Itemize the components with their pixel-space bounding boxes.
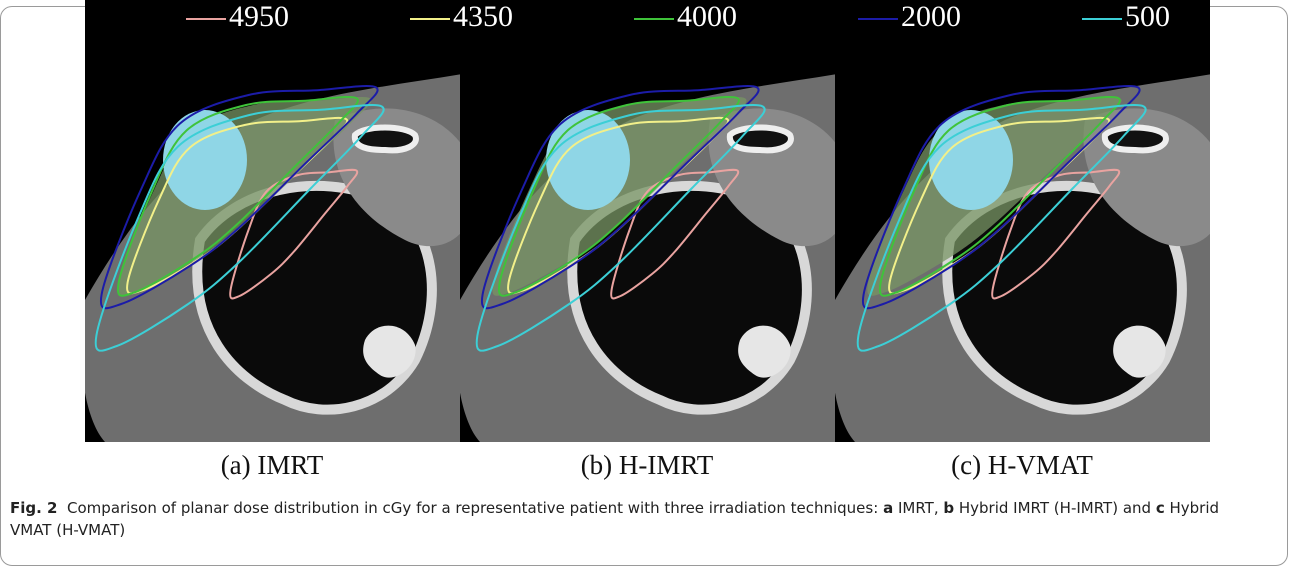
panel-caption: (c) H-VMAT: [951, 450, 1093, 480]
caption-segment: c: [1156, 499, 1165, 517]
caption-segment: a: [883, 499, 893, 517]
figure-caption: Fig. 2 Comparison of planar dose distrib…: [10, 497, 1260, 541]
caption-segment: Comparison of planar dose distribution i…: [67, 499, 883, 517]
caption-segment: Hybrid IMRT (H-IMRT) and: [954, 499, 1156, 517]
panel-caption: (a) IMRT: [221, 450, 324, 480]
caption-segment: IMRT,: [893, 499, 943, 517]
panel-caption: (b) H-IMRT: [581, 450, 714, 480]
hot-region: [163, 110, 247, 210]
legend-label: 500: [1125, 0, 1170, 33]
page: (a) IMRT (b) H-IMRT (c) H-VMAT 4950 4350 4000…: [0, 0, 1292, 548]
caption-label: Fig. 2: [10, 499, 57, 517]
legend-label: 4000: [677, 0, 737, 33]
legend-label: 4950: [229, 0, 289, 33]
caption-segment: b: [943, 499, 954, 517]
clavicle: [355, 128, 416, 151]
figure: (a) IMRT (b) H-IMRT (c) H-VMAT 4950 4350 4000…: [0, 0, 1292, 490]
legend-label: 4350: [453, 0, 513, 33]
legend-label: 2000: [901, 0, 961, 33]
